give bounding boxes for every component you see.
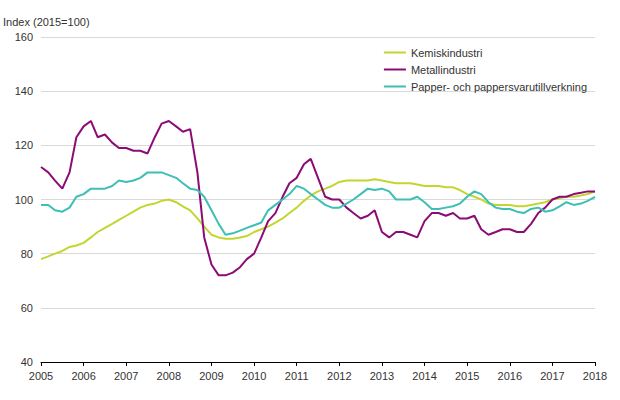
svg-text:140: 140 xyxy=(15,85,33,97)
svg-text:Index (2015=100): Index (2015=100) xyxy=(3,16,90,28)
svg-text:2007: 2007 xyxy=(114,370,138,382)
svg-text:Metallindustri: Metallindustri xyxy=(411,64,476,76)
svg-text:160: 160 xyxy=(15,31,33,43)
svg-text:Kemiskindustri: Kemiskindustri xyxy=(411,47,483,59)
svg-text:40: 40 xyxy=(21,356,33,368)
svg-text:120: 120 xyxy=(15,139,33,151)
svg-text:2011: 2011 xyxy=(285,370,309,382)
svg-text:2012: 2012 xyxy=(327,370,351,382)
svg-text:Papper- och pappersvarutillver: Papper- och pappersvarutillverkning xyxy=(411,81,587,93)
svg-text:100: 100 xyxy=(15,194,33,206)
svg-text:2010: 2010 xyxy=(242,370,266,382)
svg-text:80: 80 xyxy=(21,248,33,260)
svg-text:2017: 2017 xyxy=(540,370,564,382)
svg-text:60: 60 xyxy=(21,302,33,314)
svg-text:2018: 2018 xyxy=(583,370,607,382)
svg-text:2013: 2013 xyxy=(370,370,394,382)
svg-text:2005: 2005 xyxy=(29,370,53,382)
svg-text:2014: 2014 xyxy=(412,370,436,382)
svg-text:2016: 2016 xyxy=(498,370,522,382)
svg-text:2008: 2008 xyxy=(157,370,181,382)
svg-text:2006: 2006 xyxy=(71,370,95,382)
svg-text:2009: 2009 xyxy=(199,370,223,382)
svg-text:2015: 2015 xyxy=(455,370,479,382)
